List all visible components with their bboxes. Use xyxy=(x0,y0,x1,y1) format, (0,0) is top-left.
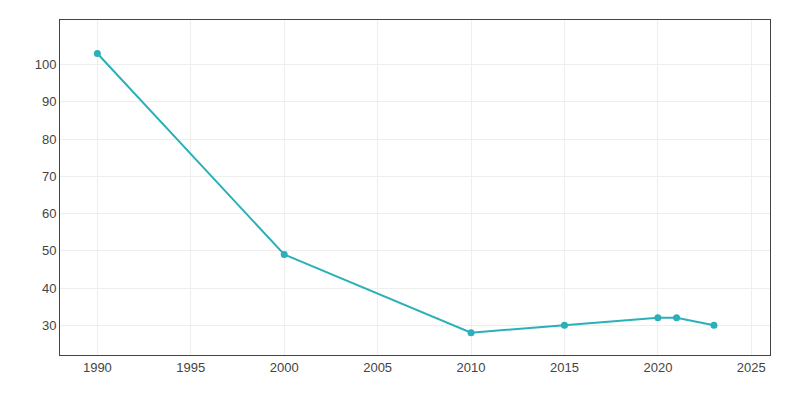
svg-text:90: 90 xyxy=(42,94,56,109)
svg-text:100: 100 xyxy=(35,57,57,72)
svg-text:1995: 1995 xyxy=(176,360,205,375)
svg-text:2025: 2025 xyxy=(737,360,766,375)
svg-text:2000: 2000 xyxy=(270,360,299,375)
svg-text:1990: 1990 xyxy=(83,360,112,375)
svg-text:2005: 2005 xyxy=(363,360,392,375)
svg-text:30: 30 xyxy=(42,318,56,333)
svg-text:70: 70 xyxy=(42,169,56,184)
svg-text:2010: 2010 xyxy=(457,360,486,375)
svg-text:60: 60 xyxy=(42,206,56,221)
svg-text:80: 80 xyxy=(42,132,56,147)
svg-text:40: 40 xyxy=(42,281,56,296)
svg-text:2020: 2020 xyxy=(643,360,672,375)
svg-text:50: 50 xyxy=(42,243,56,258)
svg-text:2015: 2015 xyxy=(550,360,579,375)
